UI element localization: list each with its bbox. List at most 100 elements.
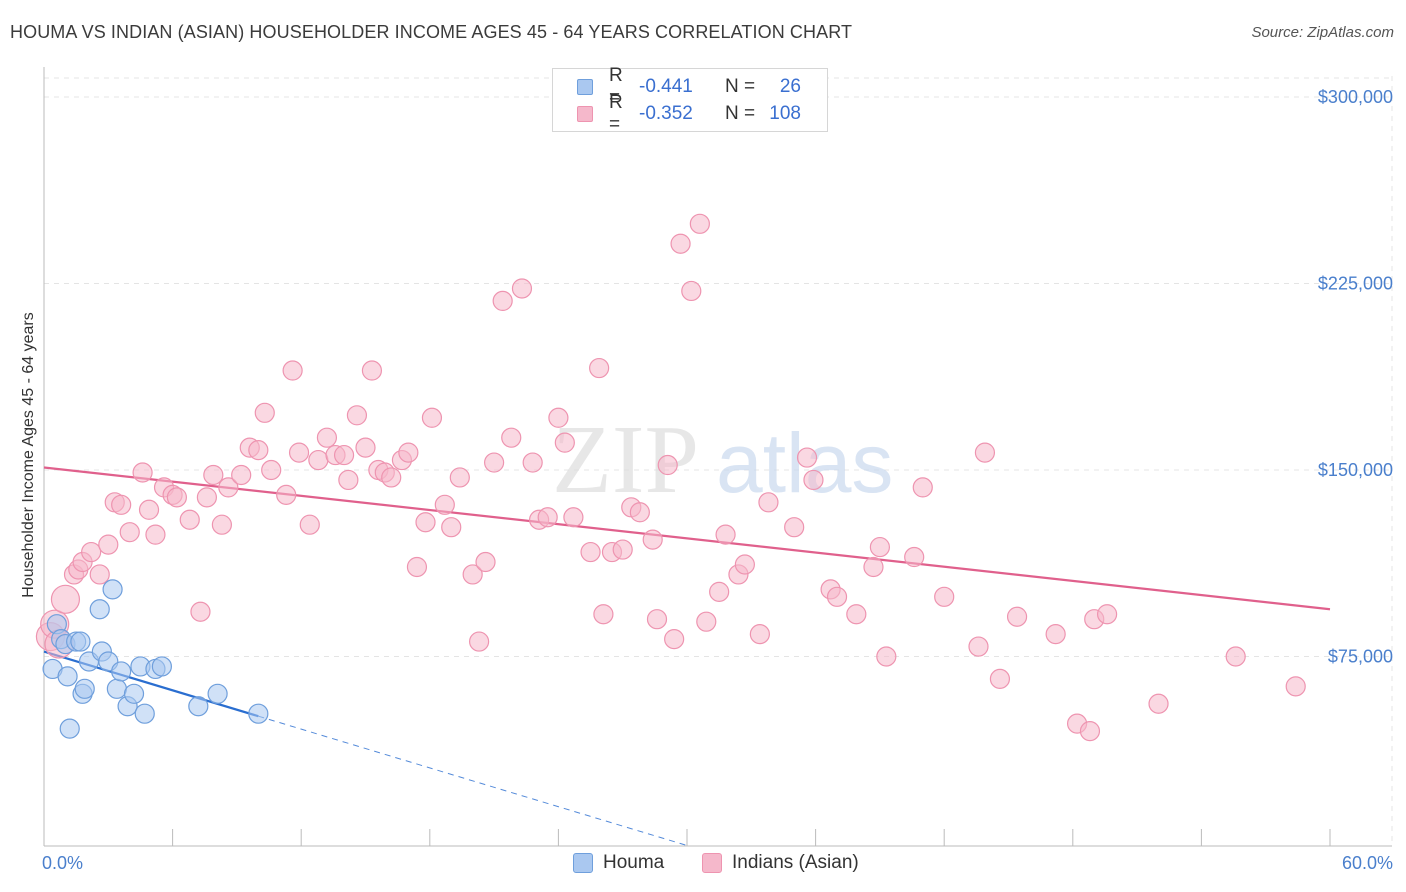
point-indians-67 [589,357,610,379]
point-indians-81 [709,581,730,602]
legend-n-label: N = [725,76,756,97]
x-tick-label-1: 60.0% [1342,853,1393,873]
point-houma-5 [59,718,80,739]
point-indians-86 [758,492,779,513]
point-indians-47 [406,556,428,578]
point-indians-9 [98,534,119,555]
series-swatch-houma [573,853,593,873]
point-indians-102 [1006,606,1028,627]
point-indians-24 [218,477,239,498]
point-indians-94 [869,536,891,558]
legend-r-label: R = [609,65,623,108]
y-tick-label-3: $300,000 [1318,87,1393,107]
point-indians-34 [308,449,329,471]
point-indians-110 [1285,676,1306,697]
point-indians-8 [89,564,110,585]
point-indians-101 [989,668,1011,689]
y-axis-label: Householder Income Ages 45 - 64 years [20,312,37,598]
point-houma-11 [89,599,110,620]
point-indians-91 [826,586,848,607]
point-indians-20 [190,601,211,622]
point-indians-77 [670,233,691,254]
series-label-houma: Houma [603,852,665,873]
point-indians-22 [203,464,224,486]
y-tick-label-2: $225,000 [1318,274,1393,294]
point-indians-25 [231,464,252,486]
legend-n-label: N = [725,103,756,124]
point-indians-85 [749,624,770,645]
point-indians-28 [254,402,275,423]
legend-n-value: 26 [779,76,801,97]
point-indians-64 [554,432,575,453]
point-indians-107 [1096,604,1118,625]
stats-legend: R = -0.441 N = 26 R = -0.352 N = 108 [552,65,828,135]
point-indians-51 [441,517,462,538]
point-indians-32 [288,442,310,463]
point-houma-20 [134,703,155,724]
point-indians-31 [282,360,303,381]
point-indians-79 [689,213,710,234]
trend-extension-0 [258,715,688,846]
point-houma-18 [123,683,145,704]
point-indians-15 [145,524,166,545]
point-indians-76 [664,628,685,650]
point-indians-103 [1045,624,1066,645]
point-indians-33 [299,514,320,535]
point-indians-39 [346,405,368,426]
watermark-zip: ZIP [552,406,699,514]
point-indians-96 [904,546,925,568]
source-label: Source: ZipAtlas.com [1251,24,1394,41]
point-indians-95 [876,646,897,667]
point-indians-92 [846,604,867,625]
series-swatch-indians [702,853,722,873]
point-indians-44 [381,467,402,488]
legend-swatch-indians [577,106,593,122]
point-indians-54 [468,631,490,652]
point-indians-11 [111,494,132,515]
point-indians-7 [81,541,102,563]
series-legend-houma: Houma [573,852,664,874]
point-indians-68 [593,604,614,625]
point-indians-41 [361,360,383,381]
trend-line-1 [43,466,1331,611]
point-indians-12 [119,522,140,543]
point-indians-48 [415,512,436,533]
point-houma-24 [207,683,228,704]
point-indians-100 [974,442,996,463]
data-points [35,213,1306,742]
point-indians-3 [50,584,81,614]
point-houma-7 [70,631,91,652]
point-indians-73 [642,529,663,550]
point-indians-52 [449,467,470,488]
point-indians-72 [629,502,650,523]
point-indians-109 [1225,646,1246,667]
point-indians-60 [522,452,543,473]
point-indians-18 [166,487,187,508]
legend-r-value: -0.441 [639,76,693,97]
series-legend: Houma Indians (Asian) [0,852,1406,878]
point-indians-58 [501,427,522,448]
point-indians-40 [355,437,376,458]
point-indians-29 [261,459,282,481]
point-indians-88 [796,447,818,468]
legend-r-label: R = [609,92,623,135]
point-indians-27 [248,440,269,461]
point-houma-22 [151,656,172,677]
point-indians-37 [333,444,355,466]
point-houma-9 [74,678,95,699]
point-houma-14 [102,579,123,600]
x-tick-label-0: 0.0% [42,853,83,873]
point-indians-66 [580,541,601,563]
point-indians-19 [179,509,200,530]
y-tick-label-1: $150,000 [1318,460,1393,480]
point-indians-49 [421,407,443,428]
point-indians-57 [492,290,513,312]
point-indians-99 [968,636,989,657]
point-indians-84 [734,554,755,575]
point-indians-23 [211,514,232,535]
point-indians-62 [537,507,558,528]
point-indians-14 [138,499,160,520]
series-legend-indians: Indians (Asian) [702,852,859,874]
point-indians-82 [715,524,736,545]
